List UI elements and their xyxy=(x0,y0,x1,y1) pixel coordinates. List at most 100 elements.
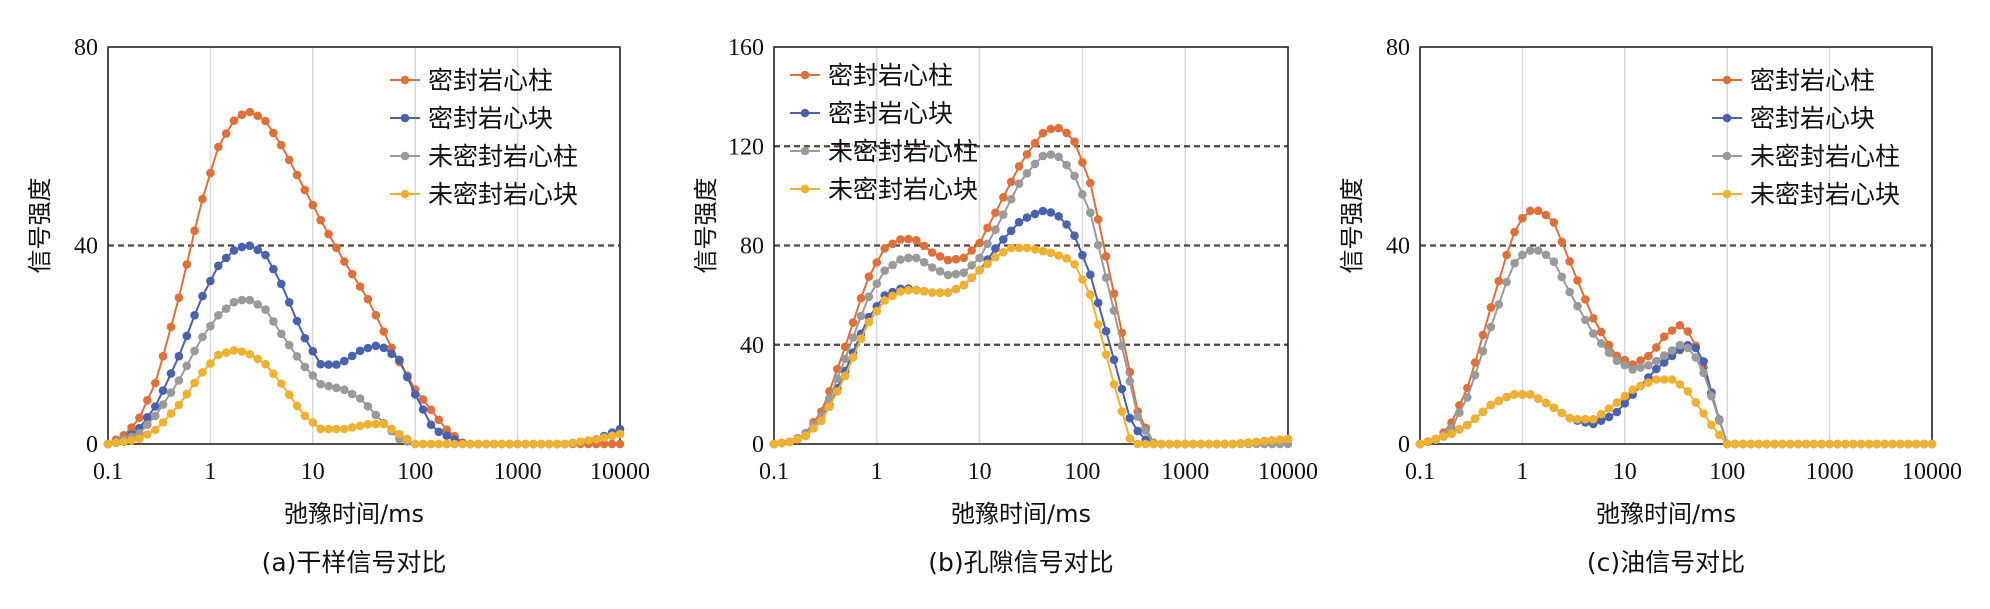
data-point xyxy=(1659,358,1669,367)
data-point xyxy=(1549,403,1559,413)
data-point xyxy=(1006,243,1016,253)
data-point xyxy=(198,332,207,342)
data-point xyxy=(1494,300,1504,309)
data-point xyxy=(943,288,953,297)
data-point xyxy=(418,395,428,404)
data-point xyxy=(1188,439,1198,449)
data-point xyxy=(1038,206,1048,216)
series-4 xyxy=(769,243,1293,449)
data-point xyxy=(1785,439,1795,449)
data-point xyxy=(1596,339,1606,348)
data-point xyxy=(864,272,874,281)
data-point xyxy=(198,291,207,301)
data-point xyxy=(174,376,184,385)
data-point xyxy=(1470,358,1480,367)
legend-label: 未密封岩心块 xyxy=(428,180,578,209)
y-axis-label: 信号强度 xyxy=(1338,178,1366,274)
legend-swatch-marker xyxy=(400,113,410,123)
legend-swatch-marker xyxy=(1722,75,1732,85)
data-point xyxy=(221,129,231,138)
data-point xyxy=(848,333,858,342)
data-point xyxy=(284,340,294,350)
plot-frame xyxy=(1419,46,1933,445)
data-point xyxy=(316,424,326,434)
x-tick-label: 100 xyxy=(397,459,433,485)
data-point xyxy=(833,374,842,384)
data-point xyxy=(1447,429,1456,439)
data-point xyxy=(856,311,866,321)
data-point xyxy=(103,439,113,449)
data-point xyxy=(848,353,858,362)
data-point xyxy=(458,439,467,449)
data-point xyxy=(340,257,349,266)
data-point xyxy=(182,260,192,269)
data-point xyxy=(332,383,341,393)
data-point xyxy=(1494,396,1504,406)
data-point xyxy=(277,140,286,150)
data-point xyxy=(1573,301,1582,311)
data-point xyxy=(935,288,945,297)
data-point xyxy=(1880,439,1889,449)
data-point xyxy=(1478,330,1488,340)
data-point xyxy=(466,439,475,449)
data-point xyxy=(1557,408,1567,418)
data-point xyxy=(1652,356,1661,366)
data-point xyxy=(1078,250,1087,260)
legend-swatch-marker xyxy=(800,70,810,80)
data-point xyxy=(793,435,802,444)
data-point xyxy=(316,359,326,369)
data-point xyxy=(1455,425,1464,434)
data-point xyxy=(355,421,365,431)
data-point xyxy=(214,350,223,360)
data-point xyxy=(1801,439,1811,449)
data-point xyxy=(214,261,223,271)
data-point xyxy=(919,286,929,296)
data-point xyxy=(1141,439,1150,449)
data-point xyxy=(896,287,905,296)
data-point xyxy=(237,242,247,252)
data-point xyxy=(1518,250,1527,260)
data-point xyxy=(198,194,207,204)
data-point xyxy=(190,378,199,388)
data-point xyxy=(584,436,593,445)
data-point xyxy=(190,226,199,235)
data-point xyxy=(481,439,491,449)
data-point xyxy=(1510,227,1519,237)
data-point xyxy=(1478,407,1488,417)
data-point xyxy=(151,411,160,421)
data-point xyxy=(896,235,905,244)
data-point xyxy=(269,128,278,138)
data-point xyxy=(1589,314,1598,323)
data-point xyxy=(245,349,255,359)
data-point xyxy=(1620,360,1630,370)
data-point xyxy=(1596,409,1606,419)
data-point xyxy=(111,438,121,448)
data-point xyxy=(1093,215,1103,224)
data-point xyxy=(308,200,318,210)
series-line xyxy=(1419,378,1932,445)
data-point xyxy=(1707,391,1716,401)
data-point xyxy=(1549,257,1559,267)
data-point xyxy=(935,252,945,261)
data-point xyxy=(174,351,184,361)
data-point xyxy=(1038,151,1048,161)
data-point xyxy=(1014,217,1024,227)
data-point xyxy=(505,439,514,449)
data-point xyxy=(1738,439,1748,449)
chart-caption: (a)干样信号对比 xyxy=(262,548,447,577)
legend-label: 密封岩心柱 xyxy=(428,66,553,95)
legend-label: 密封岩心块 xyxy=(1750,104,1875,133)
data-point xyxy=(1848,439,1858,449)
data-point xyxy=(426,420,436,430)
data-point xyxy=(166,409,176,418)
data-point xyxy=(1667,346,1677,355)
data-point xyxy=(1415,439,1425,449)
data-point xyxy=(1062,128,1071,138)
x-tick-label: 1 xyxy=(1516,459,1528,485)
legend-label: 未密封岩心柱 xyxy=(1750,142,1900,171)
data-point xyxy=(182,389,192,399)
data-point xyxy=(324,229,333,239)
data-point xyxy=(1793,439,1803,449)
data-point xyxy=(1644,361,1653,370)
data-point xyxy=(418,405,428,414)
